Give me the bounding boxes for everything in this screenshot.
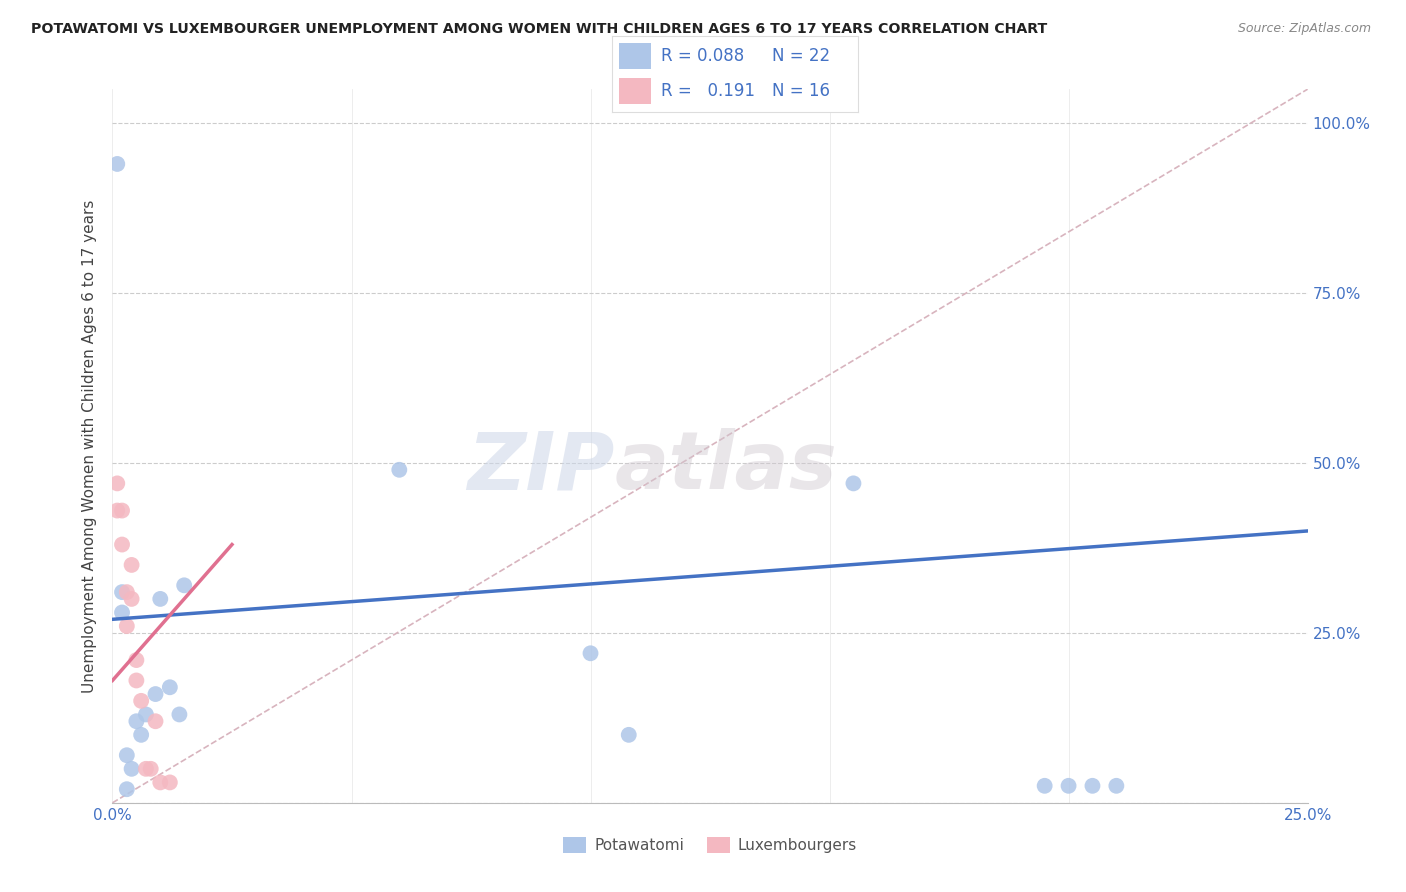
Y-axis label: Unemployment Among Women with Children Ages 6 to 17 years: Unemployment Among Women with Children A… [82, 199, 97, 693]
Point [149, 591, 172, 606]
Point [125, 653, 148, 667]
Point [135, 762, 157, 776]
Point [149, 775, 172, 789]
Point [1033, 779, 1056, 793]
Point [388, 463, 411, 477]
Point [121, 762, 143, 776]
Point [121, 558, 143, 572]
Point [139, 762, 162, 776]
FancyBboxPatch shape [619, 44, 651, 69]
Point [125, 673, 148, 688]
Point [115, 619, 138, 633]
Text: R = 0.088: R = 0.088 [661, 47, 744, 65]
Text: ZIP: ZIP [467, 428, 614, 507]
Point [159, 775, 181, 789]
Point [1057, 779, 1080, 793]
Point [115, 782, 138, 797]
Point [173, 578, 195, 592]
Point [579, 646, 602, 660]
Point [105, 476, 128, 491]
FancyBboxPatch shape [619, 78, 651, 104]
Text: atlas: atlas [614, 428, 837, 507]
Point [145, 714, 167, 729]
Point [111, 503, 134, 517]
Text: N = 22: N = 22 [772, 47, 830, 65]
Text: POTAWATOMI VS LUXEMBOURGER UNEMPLOYMENT AMONG WOMEN WITH CHILDREN AGES 6 TO 17 Y: POTAWATOMI VS LUXEMBOURGER UNEMPLOYMENT … [31, 22, 1047, 37]
Text: R =   0.191: R = 0.191 [661, 82, 755, 100]
Point [159, 680, 181, 694]
Point [135, 707, 157, 722]
Point [617, 728, 640, 742]
Point [1105, 779, 1128, 793]
Point [842, 476, 865, 491]
Point [1081, 779, 1104, 793]
Point [111, 606, 134, 620]
Point [125, 714, 148, 729]
Point [111, 537, 134, 551]
Point [111, 585, 134, 599]
Point [129, 694, 152, 708]
Point [105, 503, 128, 517]
Point [105, 157, 128, 171]
Text: Source: ZipAtlas.com: Source: ZipAtlas.com [1237, 22, 1371, 36]
Point [129, 728, 152, 742]
Point [115, 748, 138, 763]
Legend: Potawatomi, Luxembourgers: Potawatomi, Luxembourgers [557, 831, 863, 859]
Text: N = 16: N = 16 [772, 82, 830, 100]
Point [121, 591, 143, 606]
Point [115, 585, 138, 599]
Point [169, 707, 191, 722]
Point [145, 687, 167, 701]
